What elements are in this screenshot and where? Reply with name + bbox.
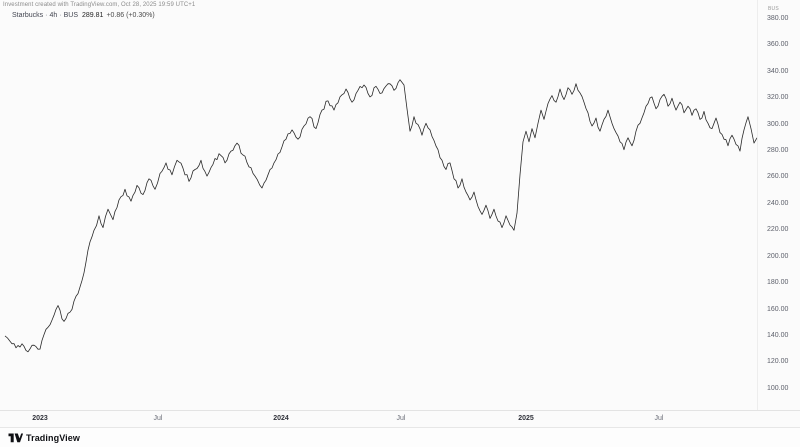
price-axis-label: 360.00 [767, 41, 789, 49]
time-axis-label: 2024 [273, 415, 289, 422]
symbol-exchange: BUS [63, 12, 79, 19]
price-axis-label: 240.00 [767, 199, 789, 207]
price-axis-label: 220.00 [767, 226, 789, 234]
footer: TradingView [0, 427, 800, 447]
last-price: 289.81 [82, 12, 104, 19]
price-axis-label: 120.00 [767, 358, 789, 366]
price-axis-label: 260.00 [767, 173, 789, 181]
legend-separator: · [59, 12, 62, 19]
watermark-text: Investment created with TradingView.com,… [3, 2, 196, 8]
time-axis-label: Jul [153, 415, 163, 422]
price-chart[interactable] [0, 0, 757, 410]
time-axis-label: 2023 [32, 415, 48, 422]
tradingview-logo[interactable]: TradingView [8, 433, 80, 443]
price-axis-label: 100.00 [767, 384, 789, 392]
time-axis[interactable]: 2023 Jul 2024 Jul 2025 Jul [0, 410, 800, 427]
price-axis-label: 180.00 [767, 279, 789, 287]
exchange-tag: BUS [768, 6, 779, 12]
price-axis-label: 340.00 [767, 67, 789, 75]
time-axis-label: Jul [654, 415, 664, 422]
tradingview-logo-text: TradingView [26, 432, 80, 443]
price-axis-label: 300.00 [767, 120, 789, 128]
time-axis-label: 2025 [518, 415, 534, 422]
symbol-legend[interactable]: Starbucks · 4h · BUS 289.81 +0.86 (+0.30%) [12, 12, 155, 19]
price-axis-label: 140.00 [767, 331, 789, 339]
tradingview-logo-icon [8, 433, 23, 442]
price-axis-label: 380.00 [767, 15, 789, 22]
time-axis-label: Jul [396, 415, 406, 422]
price-line-series [4, 79, 757, 353]
price-axis-label: 320.00 [767, 94, 789, 102]
price-axis-label: 200.00 [767, 252, 789, 260]
symbol-name: Starbucks [12, 12, 44, 19]
price-axis[interactable]: BUS 380.00 360.00 340.00 320.00 300.00 280.00… [757, 0, 800, 410]
price-change: +0.86 (+0.30%) [106, 12, 155, 19]
legend-separator: · [45, 12, 48, 19]
price-axis-label: 280.00 [767, 147, 789, 155]
symbol-timeframe: 4h [49, 12, 58, 19]
price-axis-label: 160.00 [767, 305, 789, 313]
